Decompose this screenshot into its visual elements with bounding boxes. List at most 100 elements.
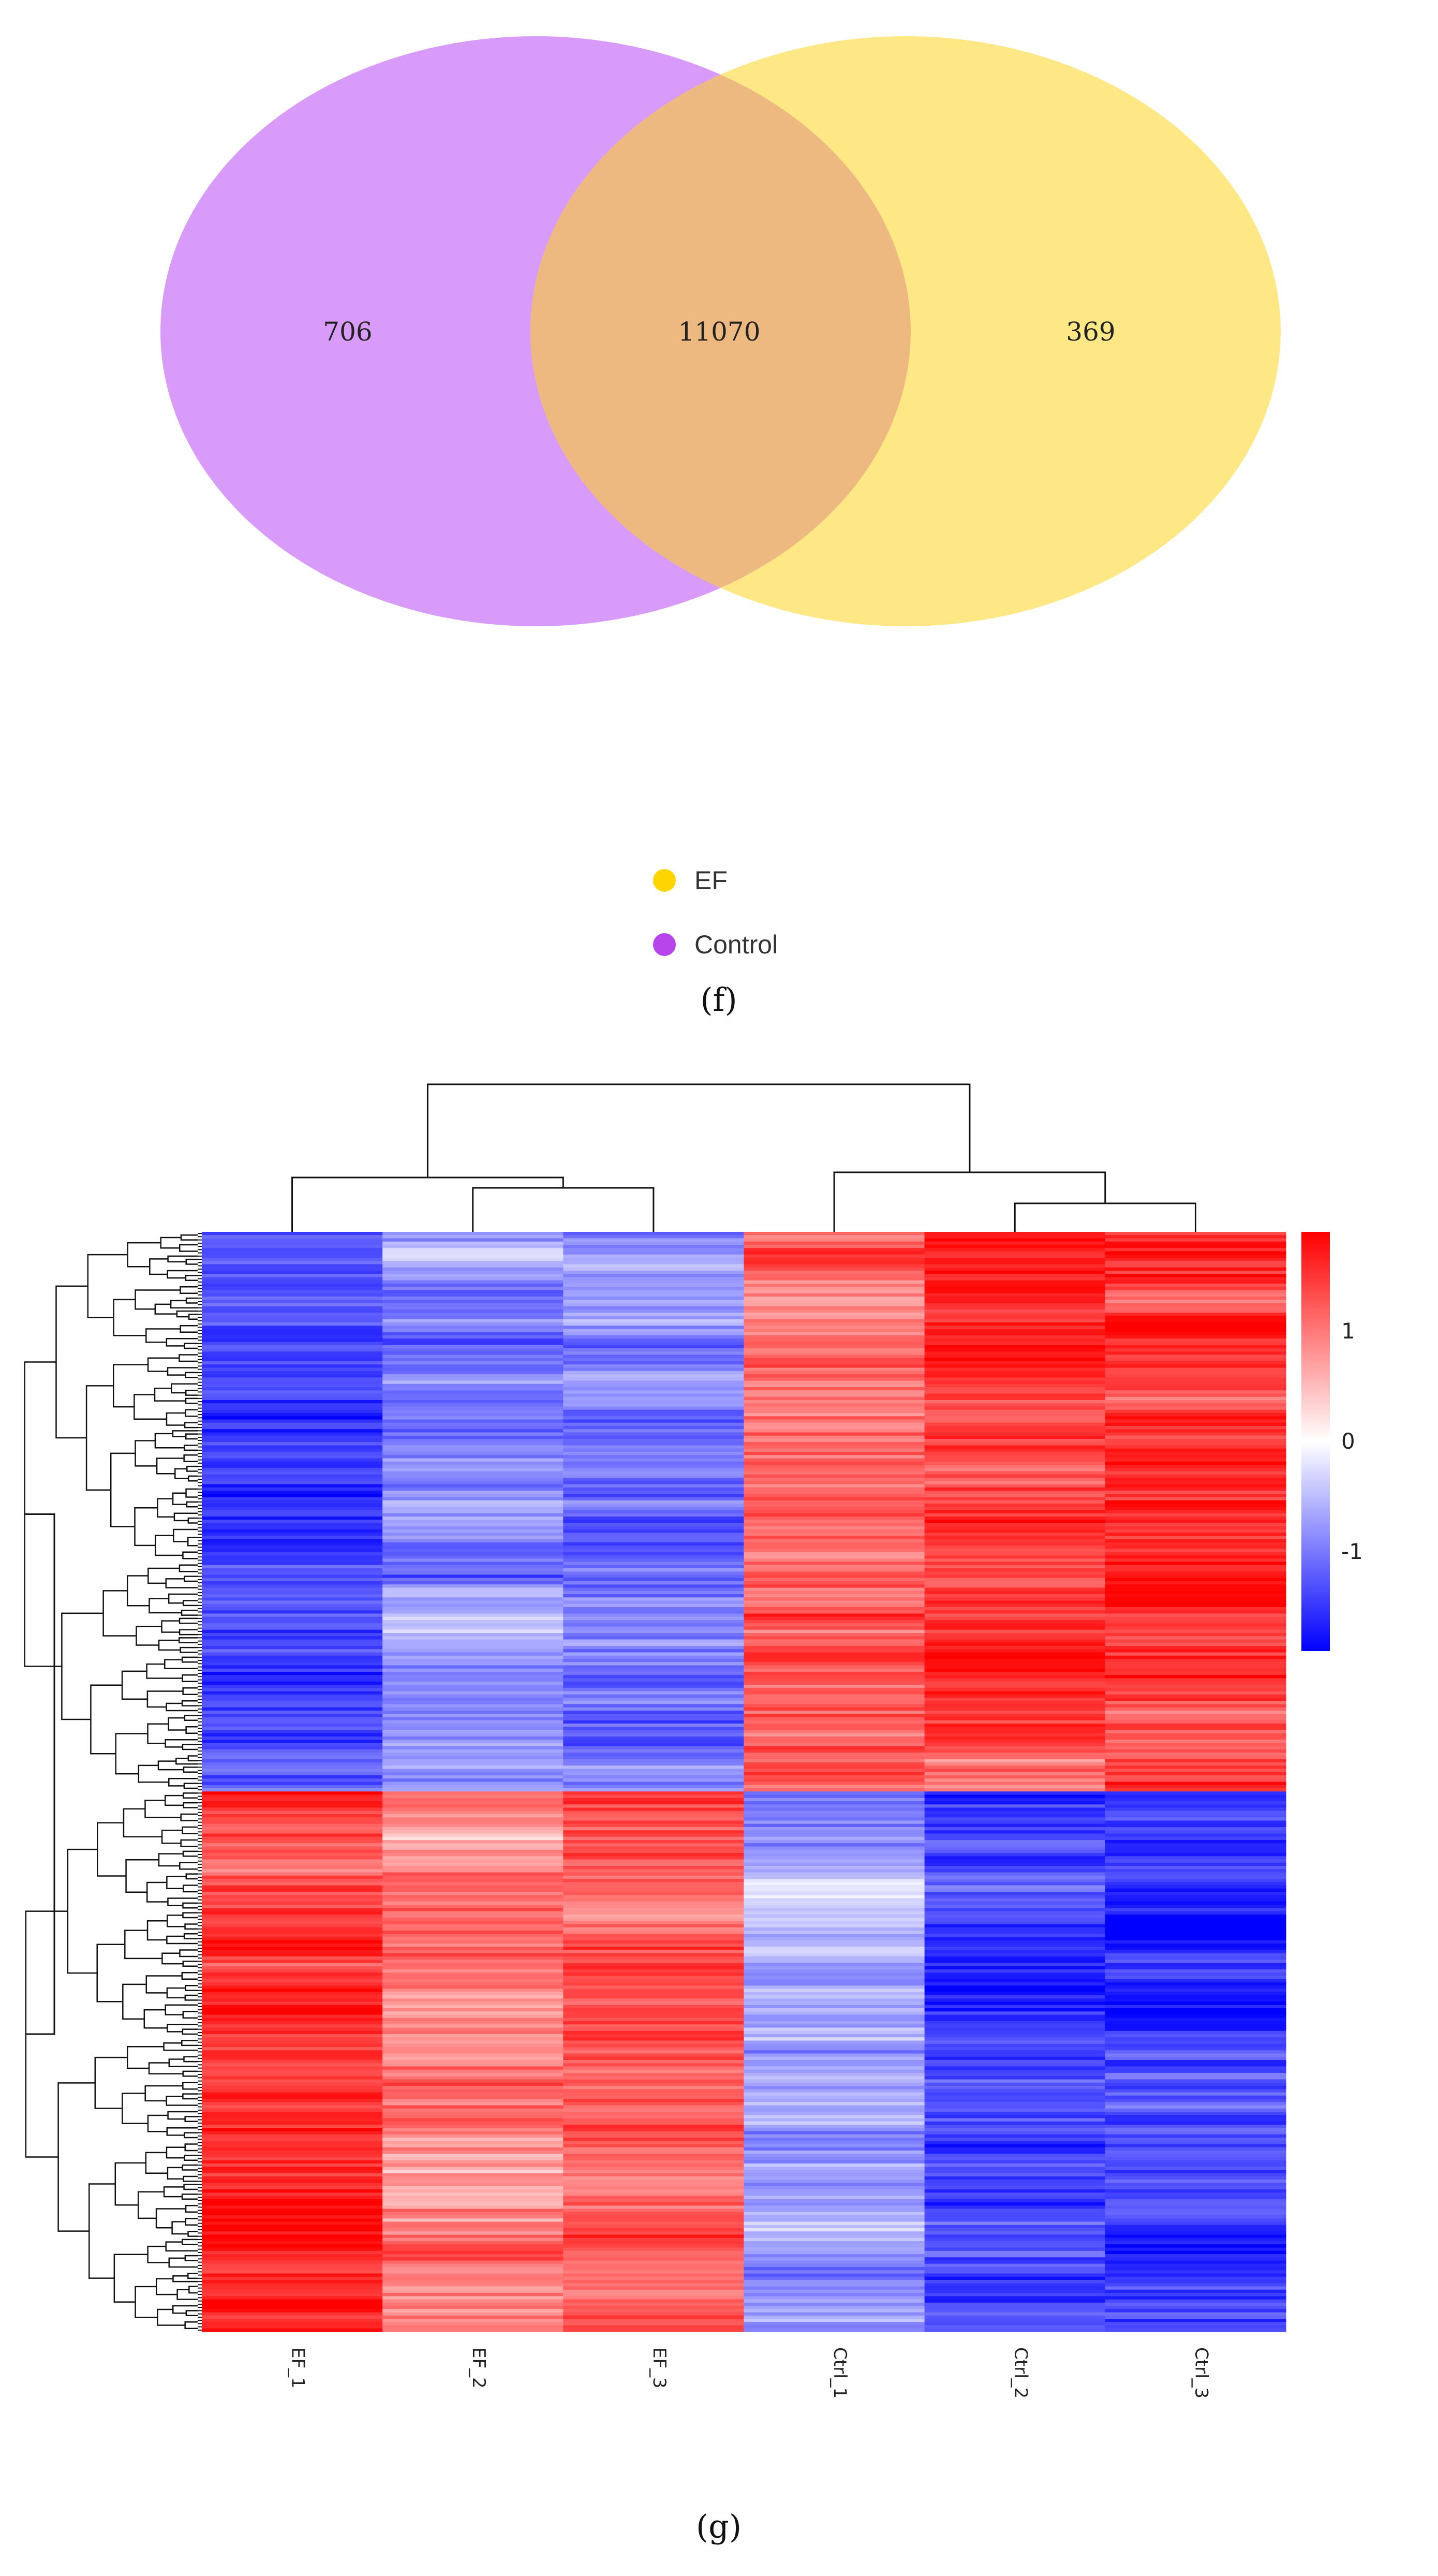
heatmap-cell: [202, 1555, 383, 1559]
heatmap-cell: [1105, 1950, 1286, 1954]
row-dendro-link: [147, 1357, 180, 1372]
heatmap-cell: [744, 1642, 925, 1646]
heatmap-cell: [563, 1688, 745, 1692]
row-dendro-link: [185, 1258, 198, 1265]
heatmap-cell: [924, 2244, 1106, 2248]
heatmap-cell: [202, 1284, 383, 1287]
heatmap-cell: [924, 2138, 1106, 2141]
heatmap-cell: [924, 1642, 1106, 1646]
heatmap-cell: [563, 1416, 745, 1420]
heatmap-cell: [563, 1875, 745, 1879]
heatmap-cell: [1105, 1921, 1286, 1925]
heatmap-cell: [1105, 2312, 1286, 2316]
heatmap-cell: [924, 2118, 1106, 2122]
heatmap-cell: [1105, 1681, 1286, 1685]
heatmap-cell: [924, 2215, 1106, 2219]
heatmap-cell: [563, 2205, 745, 2210]
heatmap-cell: [924, 1798, 1106, 1802]
heatmap-cell: [563, 1549, 745, 1553]
heatmap-cell: [924, 1817, 1106, 1821]
heatmap-cell: [1105, 1274, 1286, 1278]
heatmap-cell: [563, 1358, 745, 1362]
heatmap-cell: [563, 1297, 745, 1300]
heatmap-cell: [382, 1387, 564, 1391]
heatmap-cell: [1105, 1549, 1286, 1553]
heatmap-cell: [382, 1727, 564, 1731]
heatmap-cell: [924, 2312, 1106, 2316]
heatmap-cell: [563, 2218, 745, 2222]
heatmap-cell: [924, 1329, 1106, 1333]
heatmap-cell: [744, 1895, 925, 1899]
heatmap-cell: [563, 2089, 745, 2093]
heatmap-cell: [1105, 1778, 1286, 1783]
heatmap-cell: [924, 1998, 1106, 2003]
heatmap-cell: [563, 2105, 745, 2109]
heatmap-cell: [1105, 2053, 1286, 2057]
heatmap-cell: [202, 1921, 383, 1925]
heatmap-cell: [1105, 1494, 1286, 1498]
heatmap-cell: [563, 1973, 745, 1977]
heatmap-cell: [563, 2299, 745, 2303]
row-dendro-link: [122, 2093, 148, 2124]
heatmap-cell: [382, 1753, 564, 1757]
heatmap-cell: [563, 1901, 745, 1905]
row-dendro-link: [187, 1517, 198, 1524]
heatmap-cell: [563, 1371, 745, 1375]
heatmap-cell: [1105, 1995, 1286, 1999]
heatmap-cell: [563, 1245, 745, 1248]
heatmap-cell: [563, 2069, 745, 2073]
heatmap-cell: [563, 1963, 745, 1967]
heatmap-cell: [382, 1960, 564, 1964]
row-dendro-link: [61, 1612, 103, 1720]
panel-label-f: (f): [700, 981, 737, 1019]
heatmap-cell: [382, 1371, 564, 1375]
heatmap-cell: [744, 1934, 925, 1938]
dendro-link-ef1-ef23: [291, 1176, 564, 1232]
heatmap-cell: [744, 1361, 925, 1365]
heatmap-cell: [924, 1297, 1106, 1300]
heatmap-cell: [924, 1846, 1106, 1850]
heatmap-cell: [924, 1383, 1106, 1388]
heatmap-cell: [563, 2173, 745, 2177]
heatmap-cell: [1105, 1756, 1286, 1760]
heatmap-cell: [563, 2225, 745, 2229]
heatmap-cell: [563, 1329, 745, 1333]
row-dendro-link: [157, 1760, 184, 1771]
heatmap-cell: [563, 1636, 745, 1640]
heatmap-cell: [924, 2021, 1106, 2025]
row-dendro-link: [179, 1617, 198, 1624]
heatmap-cell: [563, 2273, 745, 2277]
heatmap-cell: [1105, 2218, 1286, 2222]
heatmap-cell: [563, 1691, 745, 1695]
heatmap-cell: [744, 1823, 925, 1828]
heatmap-cell: [382, 2066, 564, 2070]
heatmap-cell: [1105, 2270, 1286, 2274]
heatmap-cell: [744, 2296, 925, 2300]
heatmap-cell: [382, 1562, 564, 1566]
heatmap-cell: [202, 2170, 383, 2174]
row-dendro-link: [181, 1972, 198, 1980]
heatmap-cell: [382, 1597, 564, 1601]
heatmap-cell: [924, 1494, 1106, 1498]
heatmap-cell: [1105, 1465, 1286, 1468]
heatmap-cell: [563, 1309, 745, 1313]
heatmap-cell: [744, 2092, 925, 2096]
heatmap-cell: [382, 1649, 564, 1653]
heatmap-cell: [924, 2199, 1106, 2203]
heatmap-cell: [202, 1607, 383, 1611]
heatmap-cell: [1105, 1820, 1286, 1824]
heatmap-cell: [1105, 1659, 1286, 1662]
heatmap-cell: [202, 2247, 383, 2251]
heatmap-cell: [744, 1513, 925, 1517]
heatmap-cell: [382, 1558, 564, 1563]
heatmap-cell: [202, 1633, 383, 1637]
heatmap-cell: [563, 1393, 745, 1397]
heatmap-cell: [1105, 1432, 1286, 1436]
heatmap-cell: [563, 1303, 745, 1307]
heatmap-cell: [924, 1497, 1106, 1501]
panel-label-g: (g): [695, 2508, 742, 2545]
heatmap-cell: [1105, 2276, 1286, 2280]
heatmap-cell: [563, 1591, 745, 1595]
heatmap-cell: [744, 1591, 925, 1595]
heatmap-cell: [924, 1652, 1106, 1656]
